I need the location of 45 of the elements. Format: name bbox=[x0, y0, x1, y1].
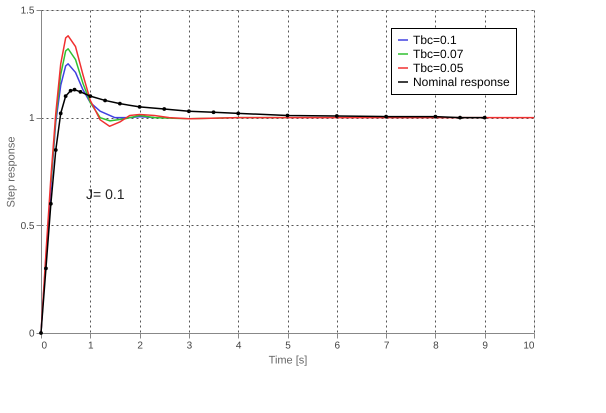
point bbox=[44, 266, 48, 270]
point bbox=[118, 102, 122, 106]
x-tick-label: 6 bbox=[334, 340, 341, 352]
point bbox=[384, 114, 388, 118]
point bbox=[88, 94, 92, 98]
point bbox=[72, 88, 76, 92]
point bbox=[103, 98, 107, 102]
legend-label: Tbc=0.1 bbox=[413, 33, 458, 47]
x-tick-label: 1 bbox=[88, 340, 94, 352]
point bbox=[78, 90, 82, 94]
y-tick-label: 0 bbox=[28, 328, 35, 340]
point bbox=[54, 148, 58, 152]
x-tick-label: 0 bbox=[42, 340, 48, 352]
legend-label: Tbc=0.07 bbox=[413, 47, 464, 61]
point bbox=[68, 88, 72, 93]
annotation: J= 0.1 bbox=[86, 186, 125, 202]
x-tick-label: 10 bbox=[523, 340, 535, 352]
x-tick-label: 2 bbox=[137, 340, 144, 352]
point bbox=[286, 114, 290, 118]
point bbox=[482, 116, 487, 120]
point bbox=[434, 114, 438, 118]
x-tick-label: 8 bbox=[433, 340, 440, 352]
x-tick-label: 3 bbox=[186, 340, 193, 352]
point bbox=[39, 331, 43, 335]
point bbox=[458, 116, 462, 120]
point bbox=[64, 94, 68, 98]
x-tick-label: 4 bbox=[236, 340, 242, 352]
point bbox=[162, 107, 166, 111]
point bbox=[48, 202, 53, 206]
x-tick-label: 9 bbox=[482, 340, 488, 352]
point bbox=[334, 114, 339, 118]
y-tick-label: 0.5 bbox=[20, 220, 35, 232]
point bbox=[58, 111, 63, 116]
point bbox=[212, 110, 216, 114]
x-axis-title: Time [s] bbox=[268, 354, 308, 366]
y-tick-label: 1.5 bbox=[20, 6, 35, 16]
y-axis-title: Step response bbox=[6, 136, 18, 208]
point bbox=[187, 109, 191, 114]
point bbox=[236, 111, 240, 116]
legend-label: Tbc=0.05 bbox=[413, 61, 464, 75]
x-tick-label: 5 bbox=[285, 340, 292, 352]
legend-label: Nominal response bbox=[413, 75, 510, 89]
x-tick-label: 7 bbox=[384, 340, 390, 352]
y-tick-label: 1 bbox=[28, 113, 35, 124]
point bbox=[138, 105, 142, 109]
